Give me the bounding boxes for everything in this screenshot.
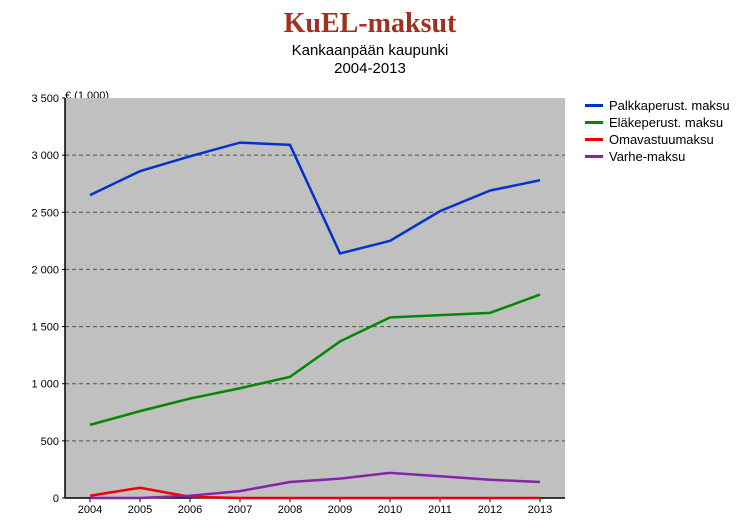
y-tick-label: 1 500 [31,322,59,334]
legend-swatch [585,138,603,141]
legend-label: Omavastuumaksu [609,132,714,147]
chart-subtitle: Kankaanpään kaupunki 2004-2013 [0,42,740,78]
y-tick-label: 0 [53,493,59,505]
legend-swatch [585,104,603,107]
y-tick-label: 1 000 [31,379,59,391]
x-tick-label: 2008 [278,504,302,516]
x-tick-label: 2007 [228,504,252,516]
y-tick-label: 500 [41,436,59,448]
legend-label: Palkkaperust. maksu [609,98,730,113]
y-tick-label: 2 500 [31,207,59,219]
legend-item: Varhe-maksu [585,149,730,164]
y-tick-label: 3 500 [31,93,59,105]
legend-label: Varhe-maksu [609,149,685,164]
subtitle-line2: 2004-2013 [334,60,406,77]
x-tick-label: 2004 [78,504,102,516]
legend-label: Eläkeperust. maksu [609,115,723,130]
legend-item: Omavastuumaksu [585,132,730,147]
legend-swatch [585,155,603,158]
chart-title: KuEL-maksut [0,8,740,40]
subtitle-line1: Kankaanpään kaupunki [292,42,449,59]
x-tick-label: 2009 [328,504,352,516]
x-tick-label: 2006 [178,504,202,516]
x-tick-label: 2013 [528,504,552,516]
legend-item: Palkkaperust. maksu [585,98,730,113]
y-tick-label: 2 000 [31,264,59,276]
chart-area: 0 500 1 000 1 500 2 000 2 500 3 000 3 500 2004 20… [20,93,580,528]
x-tick-label: 2012 [478,504,502,516]
x-tick-label: 2005 [128,504,152,516]
chart-svg: 0 500 1 000 1 500 2 000 2 500 3 000 3 500 2004 20… [20,93,580,523]
legend: Palkkaperust. maksu Eläkeperust. maksu Oma… [585,98,730,166]
legend-swatch [585,121,603,124]
y-tick-label: 3 000 [31,150,59,162]
legend-item: Eläkeperust. maksu [585,115,730,130]
plot-background [65,98,565,498]
x-tick-label: 2011 [428,504,452,516]
x-tick-label: 2010 [378,504,402,516]
